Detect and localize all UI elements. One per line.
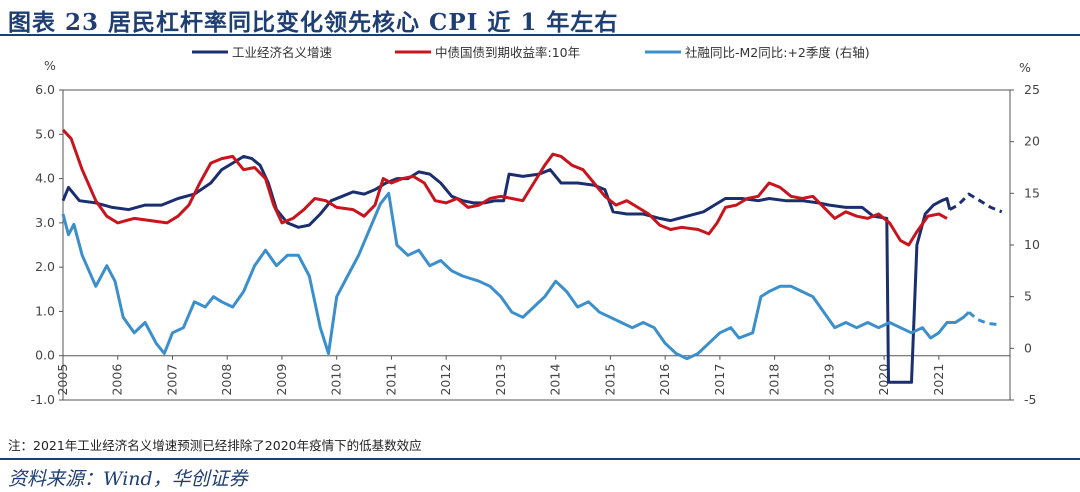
y-right-tick-label: 20	[1024, 134, 1040, 149]
x-tick-label: 2005	[55, 364, 70, 396]
y-left-tick-label: 4.0	[35, 171, 55, 186]
x-tick-label: 2018	[767, 364, 782, 396]
y-left-unit: %	[44, 58, 56, 73]
x-tick-label: 2012	[438, 364, 453, 396]
x-tick-label: 2011	[383, 364, 398, 396]
y-left-tick-label: 3.0	[35, 215, 55, 230]
y-left-tick-label: 0.0	[35, 348, 55, 363]
x-tick-label: 2008	[219, 364, 234, 396]
x-tick-label: 2021	[931, 364, 946, 396]
chart-svg: -1.0 0.0 1.0 2.0 3.0 4.0 5.0 6.0 -5 0 5 10 15 20 25% % 2…	[31, 45, 1040, 407]
x-tick-label: 2017	[712, 364, 727, 396]
y-right-tick-label: 0	[1024, 340, 1032, 355]
chart-series	[61, 128, 1003, 384]
y-right-tick-label: 15	[1024, 185, 1040, 200]
title-bar: 图表 23 居民杠杆率同比变化领先核心 CPI 近 1 年左右	[0, 0, 1080, 36]
legend-label: 中债国债到期收益率:10年	[435, 45, 580, 60]
plot-frame	[62, 89, 1011, 401]
note-rule	[0, 458, 1080, 460]
series-line-1	[949, 192, 1003, 214]
y-left-tick-label: 6.0	[35, 82, 55, 97]
legend-label: 社融同比-M2同比:+2季度 (右轴)	[685, 45, 870, 60]
title-rule	[0, 34, 1080, 36]
chart-axes: -1.0 0.0 1.0 2.0 3.0 4.0 5.0 6.0 -5 0 5 10 15 20 25% % 2…	[31, 58, 1040, 407]
x-tick-label: 2014	[548, 364, 563, 396]
series-line-0	[61, 154, 952, 384]
chart-legend: 工业经济名义增速 中债国债到期收益率:10年 社融同比-M2同比:+2季度 (右轴)	[192, 45, 870, 60]
x-tick-label: 2016	[657, 364, 672, 396]
y-left-tick-label: 2.0	[35, 259, 55, 274]
chart-note: 注：2021年工业经济名义增速预测已经排除了2020年疫情下的低基数效应	[8, 438, 422, 453]
legend-label: 工业经济名义增速	[232, 45, 333, 60]
chart-source: 资料来源：Wind，华创证券	[8, 468, 248, 490]
series-line-2	[61, 128, 948, 247]
x-tick-label: 2013	[493, 364, 508, 396]
y-left-tick-label: 5.0	[35, 126, 55, 141]
y-right-unit: %	[1019, 60, 1031, 75]
x-tick-label: 2007	[164, 364, 179, 396]
y-right-tick-label: 10	[1024, 237, 1040, 252]
x-tick-label: 2009	[274, 364, 289, 396]
y-left-tick-label: 1.0	[35, 303, 55, 318]
y-right-tick-label: -5	[1024, 392, 1036, 407]
x-tick-label: 2006	[110, 364, 125, 396]
x-tick-label: 2010	[329, 364, 344, 396]
series-line-3	[61, 191, 970, 361]
x-tick-label: 2015	[602, 364, 617, 396]
chart-title: 图表 23 居民杠杆率同比变化领先核心 CPI 近 1 年左右	[8, 9, 619, 36]
series-line-4	[967, 311, 1000, 327]
y-left-tick-label: -1.0	[31, 392, 55, 407]
y-right-tick-label: 5	[1024, 289, 1032, 304]
y-right-tick-label: 25	[1024, 82, 1040, 97]
x-tick-label: 2019	[821, 364, 836, 396]
